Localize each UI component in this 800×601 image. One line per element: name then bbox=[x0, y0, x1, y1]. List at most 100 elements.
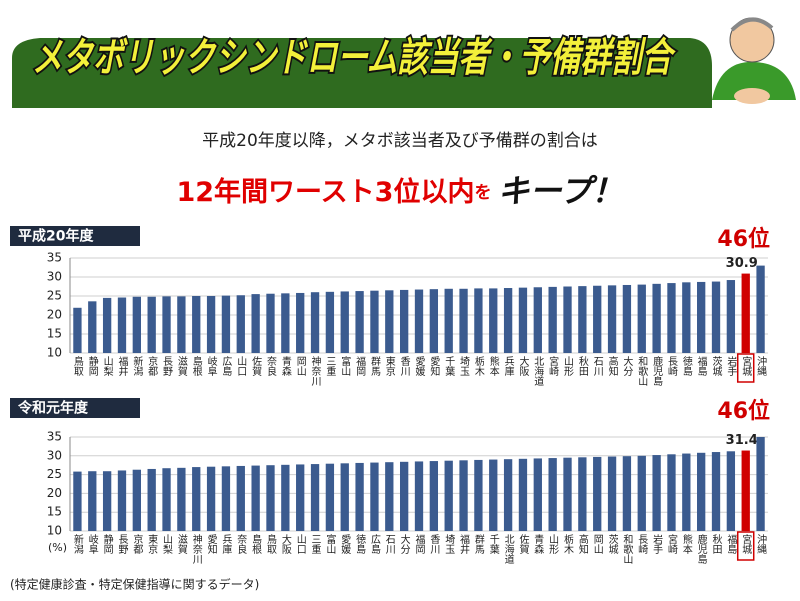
bar bbox=[444, 460, 453, 531]
bar bbox=[296, 292, 305, 353]
bar bbox=[102, 297, 112, 353]
bar bbox=[251, 465, 260, 531]
bar bbox=[132, 469, 141, 531]
bar bbox=[474, 288, 483, 353]
x-tick-label: 千葉 bbox=[487, 534, 499, 555]
y-tick-label: 25 bbox=[47, 467, 62, 481]
y-tick-label: 25 bbox=[47, 289, 62, 303]
bar bbox=[102, 471, 112, 531]
bar bbox=[192, 296, 201, 353]
x-tick-label: 奈良 bbox=[235, 533, 247, 555]
x-tick-label: 新潟 bbox=[131, 355, 143, 377]
x-tick-label: 秋田 bbox=[710, 533, 722, 554]
x-tick-label: 岐阜 bbox=[205, 355, 217, 377]
bar bbox=[177, 467, 186, 531]
x-tick-label: 山梨 bbox=[101, 356, 113, 377]
x-tick-label: 鹿児島 bbox=[695, 533, 707, 565]
x-tick-label: 広島 bbox=[368, 533, 380, 555]
highlight-box bbox=[736, 531, 755, 561]
x-tick-label: 福岡 bbox=[354, 355, 366, 377]
x-tick-label: 富山 bbox=[324, 533, 336, 554]
x-tick-label: 長野 bbox=[116, 534, 128, 554]
x-tick-label: 岩手 bbox=[651, 533, 663, 555]
rank-label: 46位 bbox=[717, 226, 770, 252]
bar bbox=[340, 463, 349, 531]
chart-title-box bbox=[10, 398, 140, 418]
x-tick-label: 青森 bbox=[279, 355, 291, 377]
y-tick-label: 20 bbox=[47, 308, 62, 322]
bar bbox=[607, 456, 617, 531]
bar bbox=[489, 288, 498, 353]
bar bbox=[622, 456, 632, 531]
x-tick-label: 長野 bbox=[161, 356, 173, 376]
mascot bbox=[712, 17, 796, 104]
subtitle: 平成20年度以降，メタボ該当者及び予備群の割合は bbox=[202, 131, 598, 151]
footnote: (特定健康診査・特定保健指導に関するデータ) bbox=[10, 577, 259, 592]
x-tick-label: 滋賀 bbox=[175, 533, 187, 555]
bar bbox=[414, 461, 424, 531]
x-tick-label: 香川 bbox=[428, 534, 440, 554]
x-tick-label: 高知 bbox=[606, 355, 618, 376]
x-tick-label: 奈良 bbox=[264, 355, 276, 377]
x-tick-label: 愛媛 bbox=[339, 533, 351, 555]
bar bbox=[637, 284, 646, 353]
y-tick-label: 35 bbox=[47, 251, 62, 265]
x-tick-label: 千葉 bbox=[443, 356, 455, 377]
x-tick-label: 茨城 bbox=[710, 355, 722, 377]
x-tick-label: 島根 bbox=[250, 533, 262, 555]
y-tick-label: 30 bbox=[47, 270, 62, 284]
bar bbox=[741, 450, 750, 531]
bar bbox=[117, 297, 127, 353]
x-tick-label: 長崎 bbox=[665, 356, 677, 376]
chart-title-box bbox=[10, 226, 140, 246]
bar bbox=[281, 464, 290, 531]
x-tick-label: 徳島 bbox=[354, 533, 366, 555]
bar bbox=[518, 287, 528, 353]
bar bbox=[162, 468, 171, 531]
bar bbox=[147, 468, 156, 531]
bar bbox=[548, 286, 557, 353]
x-tick-label: 福島 bbox=[695, 355, 707, 377]
bar bbox=[459, 460, 468, 531]
bar bbox=[533, 287, 542, 353]
x-tick-label: 新潟 bbox=[71, 533, 83, 555]
headline-part: キープ！ bbox=[497, 172, 623, 210]
x-tick-label: 大分 bbox=[398, 533, 410, 555]
x-tick-label: 神奈川 bbox=[190, 533, 202, 564]
bar bbox=[622, 284, 632, 353]
x-tick-label: 山形 bbox=[562, 356, 574, 377]
bar bbox=[489, 459, 498, 531]
x-tick-label: 山口 bbox=[294, 534, 305, 554]
bar bbox=[667, 283, 676, 353]
bar bbox=[399, 289, 409, 353]
bar bbox=[682, 453, 691, 531]
x-tick-label: 大分 bbox=[621, 355, 633, 377]
bar bbox=[563, 457, 572, 531]
bar bbox=[593, 285, 602, 353]
x-tick-label: 和歌山 bbox=[636, 356, 648, 386]
x-tick-label: 鳥取 bbox=[264, 533, 276, 555]
x-tick-label: 香川 bbox=[398, 356, 410, 376]
x-tick-label: 京都 bbox=[146, 355, 158, 377]
x-tick-label: 宮崎 bbox=[547, 355, 559, 376]
bar bbox=[296, 464, 305, 531]
x-tick-label: 北海道 bbox=[532, 356, 544, 386]
x-tick-label: 三重 bbox=[309, 534, 321, 554]
x-tick-label: 福井 bbox=[458, 533, 470, 555]
bar bbox=[370, 290, 379, 353]
bar bbox=[474, 459, 483, 531]
x-tick-label: 三重 bbox=[324, 356, 336, 376]
bar bbox=[88, 301, 97, 353]
x-tick-label: 富山 bbox=[339, 355, 351, 376]
y-tick-label: 15 bbox=[47, 505, 62, 519]
bar bbox=[548, 458, 557, 531]
bar bbox=[206, 466, 216, 531]
bar bbox=[73, 307, 82, 353]
bar bbox=[251, 294, 260, 353]
y-unit: (%) bbox=[48, 541, 67, 554]
x-tick-label: 山梨 bbox=[161, 534, 173, 555]
bar bbox=[652, 283, 661, 353]
bar bbox=[652, 455, 661, 531]
bar bbox=[281, 293, 290, 353]
